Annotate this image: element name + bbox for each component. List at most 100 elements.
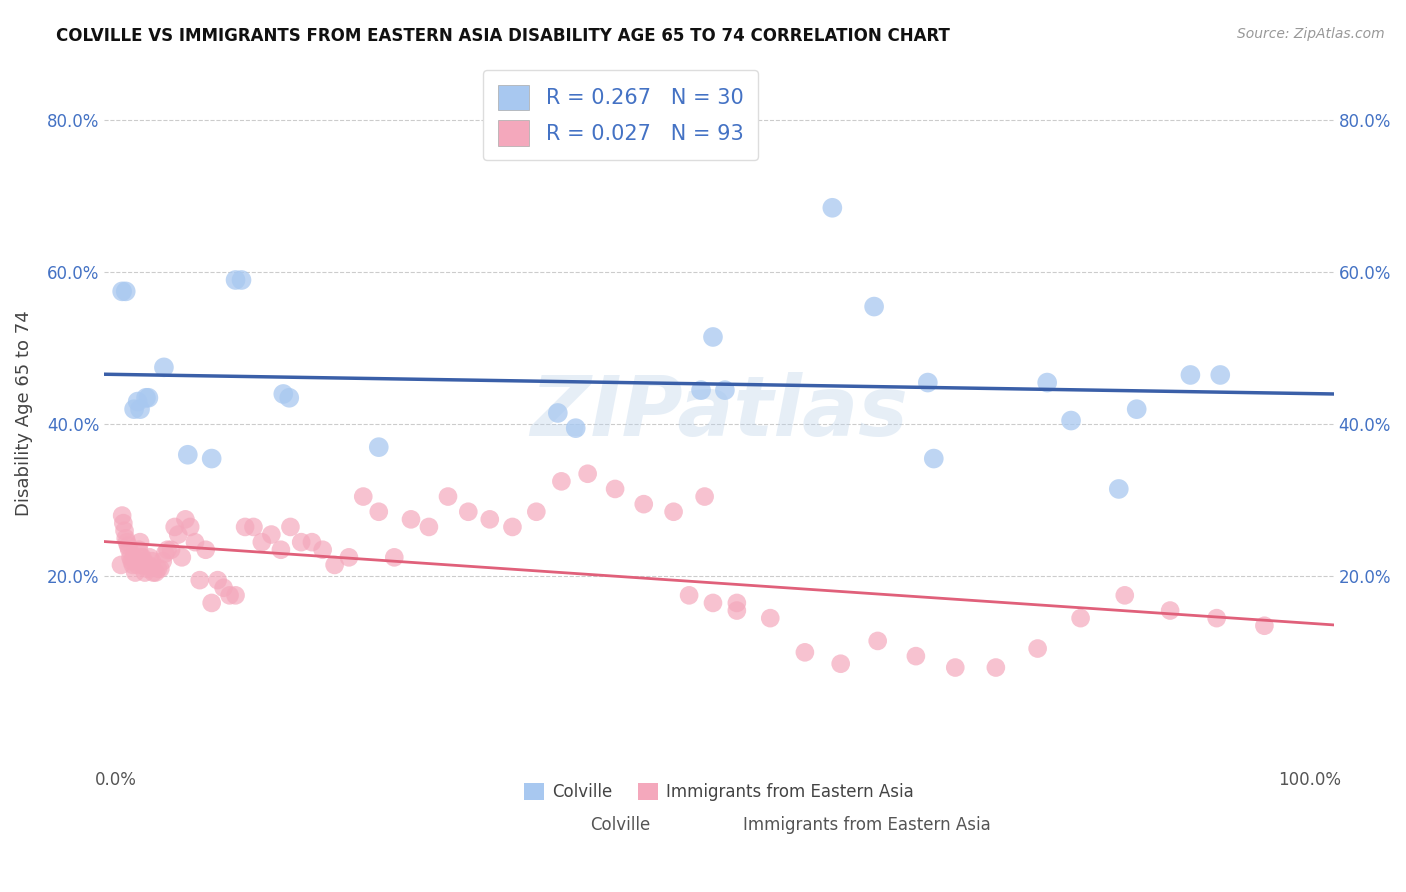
Point (231, 273, 253, 287)
Point (1180, 368, 1202, 382)
Point (1114, 588, 1136, 602)
Point (290, 535, 312, 549)
Point (725, 596, 748, 610)
Legend: Colville, Immigrants from Eastern Asia: Colville, Immigrants from Eastern Asia (517, 776, 921, 807)
Point (122, 558, 145, 572)
Point (1060, 413, 1083, 427)
Point (830, 657, 852, 671)
Point (127, 394, 149, 409)
Point (678, 588, 700, 602)
Point (142, 566, 165, 580)
Point (1209, 368, 1232, 382)
Point (633, 497, 655, 511)
Point (1205, 611, 1227, 625)
Point (821, 201, 844, 215)
Point (121, 554, 143, 568)
Point (367, 505, 389, 519)
Point (207, 573, 229, 587)
Point (793, 645, 815, 659)
Point (457, 505, 479, 519)
Text: Source: ZipAtlas.com: Source: ZipAtlas.com (1237, 27, 1385, 41)
Point (163, 520, 186, 534)
Point (311, 542, 333, 557)
Point (233, 520, 256, 534)
Point (690, 383, 713, 397)
Point (167, 527, 190, 541)
Point (260, 527, 283, 541)
Point (115, 535, 138, 549)
Point (399, 512, 422, 526)
Y-axis label: Disability Age 65 to 74: Disability Age 65 to 74 (15, 310, 32, 516)
Point (943, 660, 966, 674)
Point (218, 588, 240, 602)
Point (524, 505, 547, 519)
Point (153, 360, 176, 375)
Point (301, 535, 323, 549)
Point (212, 581, 235, 595)
Point (1159, 603, 1181, 617)
Point (184, 535, 207, 549)
Point (112, 516, 135, 530)
Point (114, 532, 136, 546)
Point (501, 520, 523, 534)
Point (693, 490, 716, 504)
Point (170, 550, 193, 565)
Point (118, 542, 141, 557)
Point (550, 475, 572, 489)
Point (132, 558, 155, 572)
Point (124, 566, 146, 580)
Point (478, 512, 501, 526)
Point (179, 520, 201, 534)
Point (1070, 611, 1092, 625)
Text: Immigrants from Eastern Asia: Immigrants from Eastern Asia (742, 816, 990, 834)
Point (271, 387, 294, 401)
Point (177, 448, 200, 462)
Point (352, 490, 374, 504)
Point (922, 451, 945, 466)
Point (125, 554, 148, 568)
Text: COLVILLE VS IMMIGRANTS FROM EASTERN ASIA DISABILITY AGE 65 TO 74 CORRELATION CHA: COLVILLE VS IMMIGRANTS FROM EASTERN ASIA… (56, 27, 950, 45)
Point (114, 285, 136, 299)
Point (160, 542, 183, 557)
Point (564, 421, 586, 435)
Point (702, 596, 724, 610)
Point (138, 391, 160, 405)
Point (367, 440, 389, 454)
Point (917, 376, 939, 390)
Point (547, 406, 569, 420)
Point (1026, 641, 1049, 656)
Point (146, 562, 169, 576)
Point (141, 554, 163, 568)
Point (1125, 402, 1147, 417)
Point (418, 520, 440, 534)
Point (188, 573, 211, 587)
Point (134, 566, 156, 580)
Point (122, 550, 145, 565)
Point (120, 550, 142, 565)
Point (201, 596, 224, 610)
Point (129, 402, 152, 417)
Point (127, 558, 149, 572)
Point (382, 550, 405, 565)
Point (111, 285, 134, 299)
Text: Colville: Colville (591, 816, 651, 834)
Point (153, 547, 176, 561)
Point (603, 482, 626, 496)
Point (135, 558, 157, 572)
Point (156, 542, 179, 557)
Point (662, 505, 685, 519)
Point (111, 508, 134, 523)
Point (759, 611, 782, 625)
Point (437, 490, 460, 504)
Point (194, 542, 217, 557)
Point (225, 588, 247, 602)
Point (702, 330, 724, 344)
Point (270, 542, 292, 557)
Point (337, 550, 360, 565)
Point (242, 520, 264, 534)
Point (122, 402, 145, 417)
Point (114, 524, 136, 538)
Point (225, 273, 247, 287)
Point (129, 550, 152, 565)
Point (278, 391, 301, 405)
